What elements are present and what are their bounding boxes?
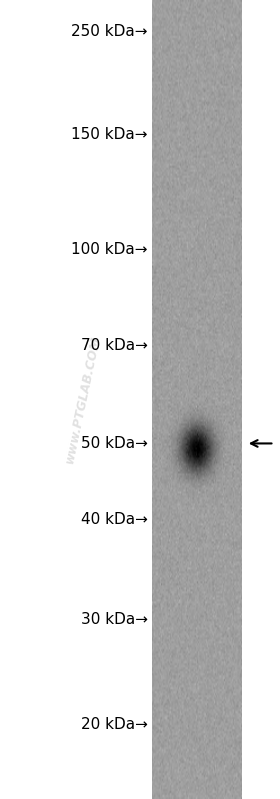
Text: www.PTGLAB.COM: www.PTGLAB.COM bbox=[63, 334, 102, 465]
Text: 250 kDa→: 250 kDa→ bbox=[71, 25, 148, 39]
Text: 100 kDa→: 100 kDa→ bbox=[71, 242, 148, 256]
Text: 70 kDa→: 70 kDa→ bbox=[81, 338, 148, 352]
Text: 150 kDa→: 150 kDa→ bbox=[71, 127, 148, 141]
Text: 20 kDa→: 20 kDa→ bbox=[81, 718, 148, 732]
Text: 40 kDa→: 40 kDa→ bbox=[81, 512, 148, 527]
Text: 50 kDa→: 50 kDa→ bbox=[81, 436, 148, 451]
Text: 30 kDa→: 30 kDa→ bbox=[81, 612, 148, 626]
